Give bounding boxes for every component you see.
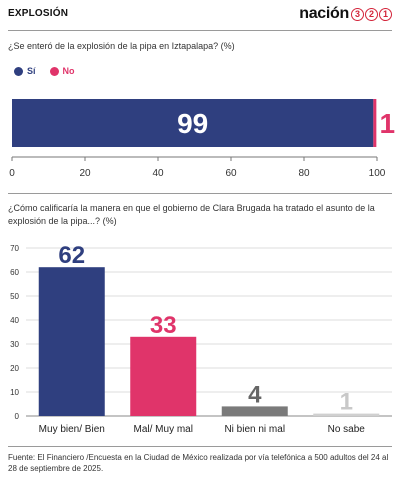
bar-no [373,99,377,147]
bar [313,413,380,416]
data-label-si: 99 [177,108,208,139]
rating-chart: 0 10 20 30 40 50 60 70 62 Muy bien/ Bien 33 Mal/ Mu… [10,242,392,435]
legend-label: Sí [27,66,36,76]
y-tick-label: 60 [10,268,19,277]
bar [221,406,288,416]
logo-digit: 2 [365,7,378,21]
y-tick-label: 30 [10,340,19,349]
header: EXPLOSIÓN nación 3 2 1 [0,0,400,30]
legend-swatch [14,66,23,76]
y-tick-label: 20 [10,364,19,373]
legend-item-si: Sí [14,66,36,76]
footer-divider [8,446,392,447]
bar [38,267,105,416]
x-tick-label: 20 [79,168,91,179]
data-label: 62 [58,242,85,269]
y-tick-label: 10 [10,388,19,397]
data-label: 33 [150,312,177,339]
y-tick-label: 70 [10,244,19,253]
section-label: EXPLOSIÓN [8,8,69,19]
logo-digit: 1 [379,7,392,21]
brand-logo: nación 3 2 1 [299,4,392,24]
bar [130,336,197,416]
category-label: Ni bien ni mal [224,424,285,435]
legend-label: No [62,66,75,76]
logo-word: nación [299,5,349,22]
question-1: ¿Se enteró de la explosión de la pipa en… [8,41,235,51]
x-tick-label: 40 [152,168,164,179]
category-label: Mal/ Muy mal [134,424,193,435]
x-tick-label: 0 [9,168,15,179]
category-label: No sabe [328,424,366,435]
logo-digits: 3 2 1 [350,7,392,21]
data-label: 1 [340,389,353,416]
question-2: ¿Cómo calificaría la manera en que el go… [8,203,375,226]
awareness-chart: 99 1 0 20 40 60 80 100 [9,99,396,179]
y-tick-label: 40 [10,316,19,325]
data-label-no: 1 [380,108,396,139]
header-divider [8,30,392,31]
x-tick-label: 100 [369,168,386,179]
bar-si [12,99,374,147]
legend-item-no: No [49,66,75,76]
section-divider [8,193,392,194]
legend: Sí No [14,66,89,76]
x-tick-label: 60 [225,168,237,179]
x-tick-label: 80 [298,168,310,179]
legend-swatch [49,66,59,76]
category-label: Muy bien/ Bien [39,424,105,435]
source-note: Fuente: El Financiero /Encuesta en la Ci… [8,453,389,473]
y-tick-label: 0 [15,412,20,421]
y-tick-label: 50 [10,292,19,301]
logo-digit: 3 [351,7,364,21]
data-label: 4 [248,381,262,408]
